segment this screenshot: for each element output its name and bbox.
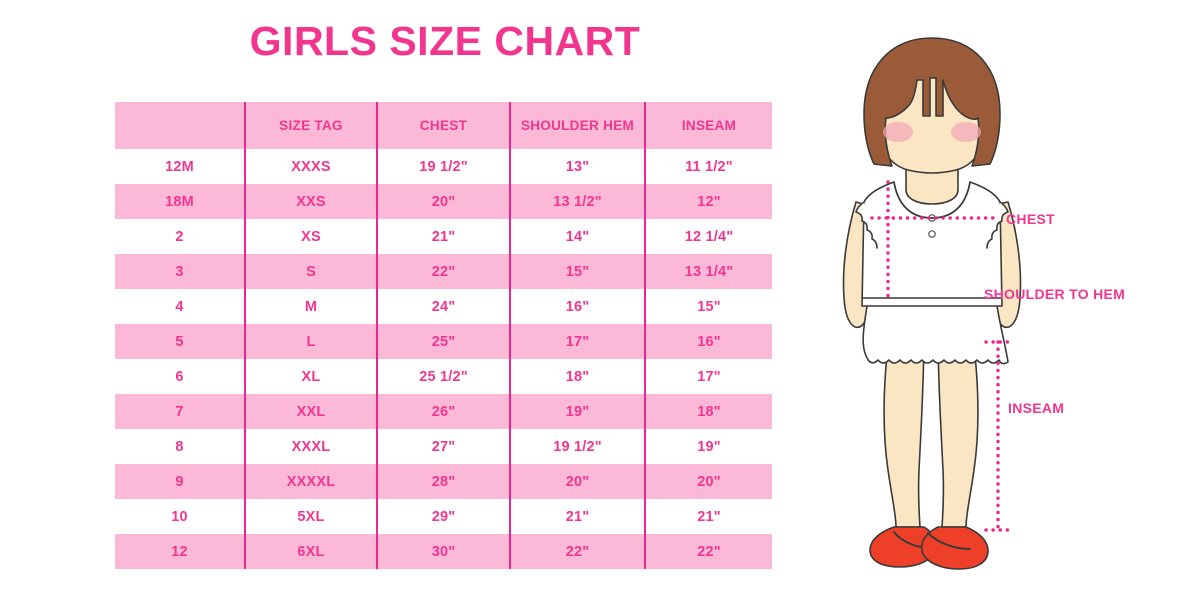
cheek-right <box>951 122 981 142</box>
cheek-left <box>883 122 913 142</box>
cell-inseam: 16" <box>644 324 772 359</box>
table-row: 6 XL 25 1/2" 18" 17" <box>115 359 772 394</box>
cell-size: 8 <box>115 429 245 464</box>
chest-annotation-label: CHEST <box>1006 211 1055 227</box>
blouse-button-bottom <box>928 230 936 238</box>
cell-shoulder-hem: 19 1/2" <box>509 429 645 464</box>
cell-size-tag: M <box>244 289 377 324</box>
cell-shoulder-hem: 18" <box>509 359 645 394</box>
cell-shoulder-hem: 15" <box>509 254 645 289</box>
cell-size-tag: XL <box>244 359 377 394</box>
cell-shoulder-hem: 19" <box>509 394 645 429</box>
cell-shoulder-hem: 17" <box>509 324 645 359</box>
cell-size-tag: XXXL <box>244 429 377 464</box>
size-chart-table: SIZE TAG CHEST SHOULDER HEM INSEAM 12M XX… <box>115 102 772 569</box>
cell-size-tag: XXXXL <box>244 464 377 499</box>
cell-chest: 24" <box>376 289 510 324</box>
girl-illustration: CHEST SHOULDER TO HEM INSEAM <box>820 30 1200 575</box>
page-title: GIRLS SIZE CHART <box>249 18 641 64</box>
cell-size: 10 <box>115 499 245 534</box>
shoe-right-strap <box>927 532 971 550</box>
cell-chest: 20" <box>376 184 510 219</box>
cell-size-tag: XXL <box>244 394 377 429</box>
cell-inseam: 21" <box>644 499 772 534</box>
column-header-size-tag: SIZE TAG <box>244 102 377 149</box>
cell-chest: 26" <box>376 394 510 429</box>
cell-shoulder-hem: 16" <box>509 289 645 324</box>
cell-chest: 28" <box>376 464 510 499</box>
cell-inseam: 19" <box>644 429 772 464</box>
cell-size-tag: L <box>244 324 377 359</box>
cell-chest: 25" <box>376 324 510 359</box>
cell-shoulder-hem: 14" <box>509 219 645 254</box>
cell-size-tag: XXS <box>244 184 377 219</box>
table-row: 8 XXXL 27" 19 1/2" 19" <box>115 429 772 464</box>
table-row: 10 5XL 29" 21" 21" <box>115 499 772 534</box>
cell-size: 18M <box>115 184 245 219</box>
cell-chest: 29" <box>376 499 510 534</box>
cell-size: 4 <box>115 289 245 324</box>
blouse-neckline <box>893 181 971 219</box>
table-row: 9 XXXXL 28" 20" 20" <box>115 464 772 499</box>
cell-chest: 19 1/2" <box>376 149 510 184</box>
cell-chest: 21" <box>376 219 510 254</box>
shoulder-to-hem-annotation-label: SHOULDER TO HEM <box>984 286 1126 302</box>
cell-chest: 22" <box>376 254 510 289</box>
column-header-size <box>115 102 245 149</box>
cell-inseam: 22" <box>644 534 772 569</box>
cell-size-tag: 6XL <box>244 534 377 569</box>
cell-shoulder-hem: 13" <box>509 149 645 184</box>
cell-size-tag: XS <box>244 219 377 254</box>
cell-inseam: 12" <box>644 184 772 219</box>
blouse-ruffle-left <box>855 201 878 249</box>
table-header-row: SIZE TAG CHEST SHOULDER HEM INSEAM <box>115 102 772 149</box>
inseam-annotation-label: INSEAM <box>1008 400 1065 416</box>
table-row: 12M XXXS 19 1/2" 13" 11 1/2" <box>115 149 772 184</box>
cell-size: 12 <box>115 534 245 569</box>
cell-size: 9 <box>115 464 245 499</box>
table-row: 7 XXL 26" 19" 18" <box>115 394 772 429</box>
cell-chest: 27" <box>376 429 510 464</box>
table-row: 3 S 22" 15" 13 1/4" <box>115 254 772 289</box>
cell-size: 3 <box>115 254 245 289</box>
cell-inseam: 20" <box>644 464 772 499</box>
cell-size: 6 <box>115 359 245 394</box>
cell-size-tag: XXXS <box>244 149 377 184</box>
cell-inseam: 18" <box>644 394 772 429</box>
column-header-chest: CHEST <box>376 102 510 149</box>
table-row: 18M XXS 20" 13 1/2" 12" <box>115 184 772 219</box>
cell-size: 12M <box>115 149 245 184</box>
cell-shoulder-hem: 21" <box>509 499 645 534</box>
cell-shoulder-hem: 13 1/2" <box>509 184 645 219</box>
table-row: 2 XS 21" 14" 12 1/4" <box>115 219 772 254</box>
blouse-ruffle-right <box>986 201 1009 249</box>
cell-inseam: 17" <box>644 359 772 394</box>
skirt-shape <box>862 299 1009 365</box>
table-row: 5 L 25" 17" 16" <box>115 324 772 359</box>
cell-inseam: 12 1/4" <box>644 219 772 254</box>
hair-shape <box>863 37 1001 167</box>
cell-size-tag: 5XL <box>244 499 377 534</box>
cell-size: 7 <box>115 394 245 429</box>
cell-inseam: 11 1/2" <box>644 149 772 184</box>
cell-chest: 30" <box>376 534 510 569</box>
cell-size: 2 <box>115 219 245 254</box>
cell-inseam: 15" <box>644 289 772 324</box>
column-header-inseam: INSEAM <box>644 102 772 149</box>
cell-chest: 25 1/2" <box>376 359 510 394</box>
table-row: 12 6XL 30" 22" 22" <box>115 534 772 569</box>
cell-inseam: 13 1/4" <box>644 254 772 289</box>
cell-size: 5 <box>115 324 245 359</box>
cell-shoulder-hem: 20" <box>509 464 645 499</box>
table-row: 4 M 24" 16" 15" <box>115 289 772 324</box>
cell-size-tag: S <box>244 254 377 289</box>
cell-shoulder-hem: 22" <box>509 534 645 569</box>
column-header-shoulder-hem: SHOULDER HEM <box>509 102 645 149</box>
